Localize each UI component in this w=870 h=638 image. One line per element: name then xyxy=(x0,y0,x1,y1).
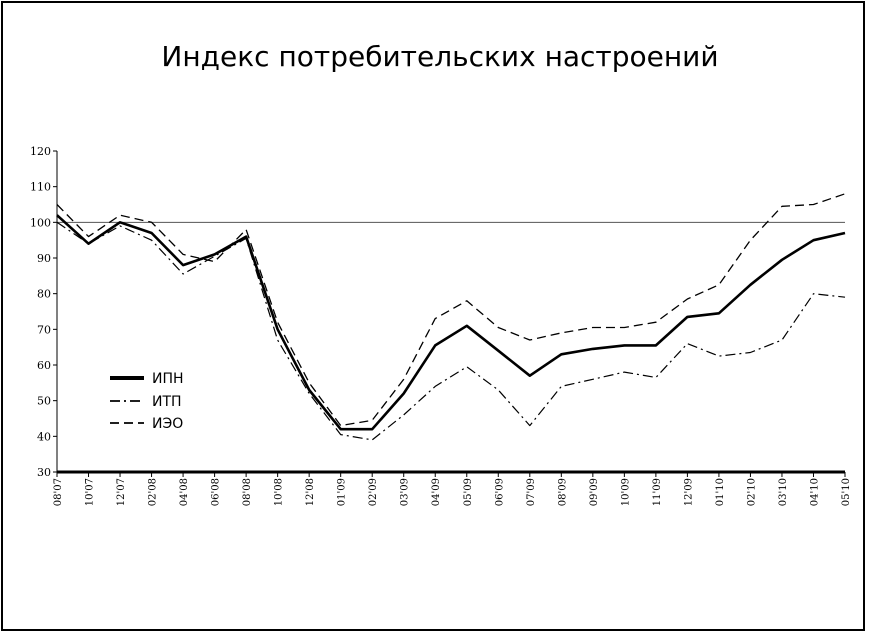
x-tick-label: 07'09 xyxy=(526,478,537,506)
x-tick-label: 08'09 xyxy=(557,478,568,506)
y-tick-label: 90 xyxy=(37,252,51,265)
series-line-ИПН xyxy=(56,214,846,431)
series-line-ИЭО xyxy=(56,193,846,427)
x-tick-label: 03'10 xyxy=(778,478,789,506)
x-tick-label: 02'10 xyxy=(746,478,757,506)
x-tick-label: 12'07 xyxy=(116,478,127,506)
x-tick-label: 12'08 xyxy=(305,478,316,506)
x-tick-label: 05'10 xyxy=(841,478,852,506)
x-tick-label: 12'09 xyxy=(683,478,694,506)
x-tick-label: 06'09 xyxy=(494,478,505,506)
x-tick-label: 06'08 xyxy=(211,478,222,506)
y-tick-label: 120 xyxy=(30,145,51,158)
series-line-ИТП xyxy=(56,221,846,441)
x-tick-label: 08'07 xyxy=(53,478,64,506)
legend-label: ИЭО xyxy=(152,416,183,432)
x-tick-label: 04'09 xyxy=(431,478,442,506)
legend-label: ИПН xyxy=(152,371,184,387)
y-tick-label: 100 xyxy=(30,216,51,229)
x-tick-label: 04'08 xyxy=(179,478,190,506)
y-tick-label: 50 xyxy=(37,395,51,408)
chart-title: Индекс потребительских настроений xyxy=(161,40,719,73)
x-tick-label: 04'10 xyxy=(809,478,820,506)
y-tick-label: 70 xyxy=(37,323,51,336)
y-tick-label: 80 xyxy=(37,288,51,301)
x-tick-label: 01'09 xyxy=(337,478,348,506)
x-tick-label: 02'08 xyxy=(148,478,159,506)
x-tick-label: 10'07 xyxy=(85,478,96,506)
x-tick-label: 08'08 xyxy=(242,478,253,506)
x-tick-label: 11'09 xyxy=(652,478,663,506)
legend-label: ИТП xyxy=(152,394,182,410)
x-tick-label: 03'09 xyxy=(400,478,411,506)
x-tick-label: 10'08 xyxy=(274,478,285,506)
y-tick-label: 60 xyxy=(37,359,51,372)
y-tick-label: 30 xyxy=(37,466,51,479)
x-tick-label: 09'09 xyxy=(589,478,600,506)
x-tick-label: 01'10 xyxy=(715,478,726,506)
x-tick-label: 05'09 xyxy=(463,478,474,506)
x-tick-label: 10'09 xyxy=(620,478,631,506)
y-tick-label: 40 xyxy=(37,430,51,443)
y-tick-label: 110 xyxy=(30,181,51,194)
x-tick-label: 02'09 xyxy=(368,478,379,506)
